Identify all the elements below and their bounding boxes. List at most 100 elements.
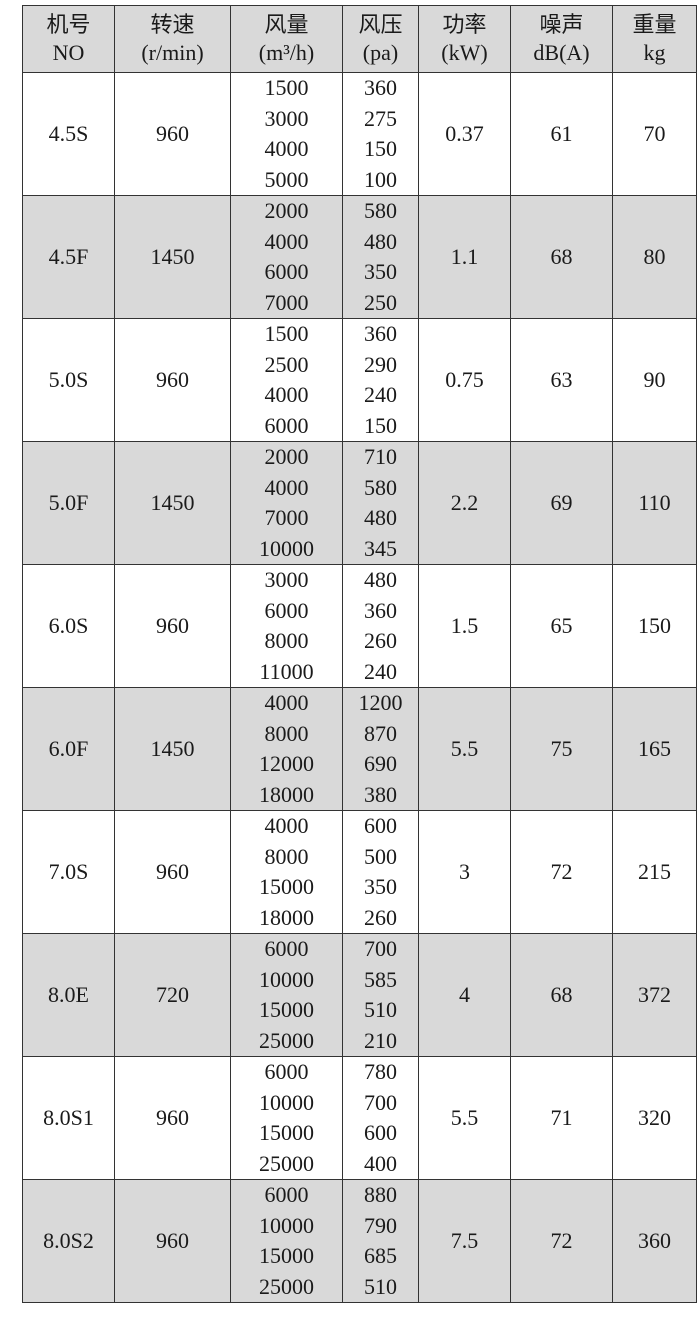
airflow-value: 6000: [264, 1059, 309, 1084]
noise: 75: [510, 687, 613, 811]
pressure-value: 350: [364, 259, 397, 284]
pressure: 700 585 510 210: [342, 933, 419, 1057]
model-no: 8.0S2: [22, 1179, 115, 1303]
header-unit: (m³/h): [258, 40, 315, 65]
pressure-value: 350: [364, 874, 397, 899]
pressure-value: 1200: [358, 690, 403, 715]
airflow-value: 10000: [259, 966, 314, 992]
airflow-value: 25000: [259, 1027, 314, 1053]
table-row: 6.0F 1450 4000 8000 12000 18000 1200 870 690 380 5…: [22, 687, 697, 811]
pressure: 580 480 350 250: [342, 195, 419, 319]
noise: 65: [510, 564, 613, 688]
pressure-value: 260: [364, 628, 397, 653]
power: 0.37: [418, 72, 511, 196]
header-zh: 风量: [264, 12, 309, 37]
pressure-value: 240: [364, 382, 397, 407]
weight: 110: [612, 441, 697, 565]
header-zh: 功率: [442, 12, 487, 37]
pressure-value: 360: [364, 597, 397, 623]
airflow-value: 7000: [264, 505, 309, 530]
airflow-value: 4000: [264, 813, 309, 838]
pressure-value: 700: [364, 1089, 397, 1115]
pressure-value: 580: [364, 474, 397, 500]
pressure-value: 480: [364, 228, 397, 254]
header-pressure: 风压 (pa): [342, 5, 419, 73]
table-row: 6.0S 960 3000 6000 8000 11000 480 360 260 240 1.5 6…: [22, 564, 697, 688]
airflow-value: 2000: [264, 198, 309, 223]
pressure-value: 510: [364, 1273, 397, 1299]
speed: 1450: [114, 441, 231, 565]
pressure: 1200 870 690 380: [342, 687, 419, 811]
speed: 960: [114, 318, 231, 442]
pressure-value: 400: [364, 1150, 397, 1176]
airflow-value: 8000: [264, 628, 309, 653]
pressure-value: 600: [364, 1120, 397, 1145]
header-unit: (kW): [441, 40, 488, 65]
pressure-value: 685: [364, 1243, 397, 1268]
pressure-value: 150: [364, 136, 397, 161]
airflow-value: 6000: [264, 1182, 309, 1207]
power: 4: [418, 933, 511, 1057]
pressure-value: 360: [364, 321, 397, 346]
airflow-value: 6000: [264, 597, 309, 623]
pressure-value: 880: [364, 1182, 397, 1207]
pressure: 480 360 260 240: [342, 564, 419, 688]
pressure-value: 480: [364, 567, 397, 592]
pressure-value: 290: [364, 351, 397, 377]
table-row: 5.0F 1450 2000 4000 7000 10000 710 580 480 345 2.2…: [22, 441, 697, 565]
pressure-value: 600: [364, 813, 397, 838]
airflow: 1500 2500 4000 6000: [230, 318, 343, 442]
weight: 372: [612, 933, 697, 1057]
header-zh: 转速: [150, 12, 195, 37]
airflow-value: 8000: [264, 720, 309, 746]
airflow-value: 4000: [264, 382, 309, 407]
airflow-value: 4000: [264, 690, 309, 715]
pressure-value: 710: [364, 444, 397, 469]
pressure-value: 480: [364, 505, 397, 530]
speed: 960: [114, 1056, 231, 1180]
table-row: 8.0S1 960 6000 10000 15000 25000 780 700 600 400 5…: [22, 1056, 697, 1180]
airflow-value: 6000: [264, 936, 309, 961]
pressure-value: 780: [364, 1059, 397, 1084]
model-no: 4.5F: [22, 195, 115, 319]
noise: 71: [510, 1056, 613, 1180]
airflow-value: 6000: [264, 412, 309, 438]
table-row: 7.0S 960 4000 8000 15000 18000 600 500 350 260 3 72…: [22, 810, 697, 934]
airflow: 2000 4000 7000 10000: [230, 441, 343, 565]
airflow: 6000 10000 15000 25000: [230, 933, 343, 1057]
airflow: 4000 8000 12000 18000: [230, 687, 343, 811]
header-unit: (r/min): [141, 40, 204, 65]
pressure-value: 240: [364, 658, 397, 684]
table-row: 8.0E 720 6000 10000 15000 25000 700 585 510 210 4 6…: [22, 933, 697, 1057]
speed: 1450: [114, 687, 231, 811]
airflow-value: 1500: [264, 321, 309, 346]
table-row: 5.0S 960 1500 2500 4000 6000 360 290 240 150 0.75 6…: [22, 318, 697, 442]
speed: 960: [114, 72, 231, 196]
header-unit: NO: [52, 40, 85, 65]
model-no: 6.0F: [22, 687, 115, 811]
pressure: 710 580 480 345: [342, 441, 419, 565]
pressure-value: 275: [364, 105, 397, 131]
pressure-value: 345: [364, 535, 397, 561]
table-row: 8.0S2 960 6000 10000 15000 25000 880 790 685 510 7…: [22, 1179, 697, 1303]
weight: 165: [612, 687, 697, 811]
pressure-value: 870: [364, 720, 397, 746]
airflow-value: 6000: [264, 259, 309, 284]
header-zh: 噪声: [539, 12, 584, 37]
model-no: 4.5S: [22, 72, 115, 196]
noise: 69: [510, 441, 613, 565]
pressure-value: 210: [364, 1027, 397, 1053]
weight: 80: [612, 195, 697, 319]
airflow-value: 5000: [264, 166, 309, 192]
airflow-value: 7000: [264, 289, 309, 315]
model-no: 6.0S: [22, 564, 115, 688]
noise: 72: [510, 810, 613, 934]
pressure-value: 585: [364, 966, 397, 992]
fan-spec-table: 机号 NO 转速 (r/min) 风量 (m³/h) 风压 (pa) 功率 (kW) 噪声 dB(A)…: [22, 5, 697, 1303]
airflow-value: 15000: [259, 1120, 314, 1145]
airflow-value: 18000: [259, 781, 314, 807]
power: 2.2: [418, 441, 511, 565]
airflow-value: 15000: [259, 874, 314, 899]
pressure-value: 260: [364, 904, 397, 930]
model-no: 5.0F: [22, 441, 115, 565]
